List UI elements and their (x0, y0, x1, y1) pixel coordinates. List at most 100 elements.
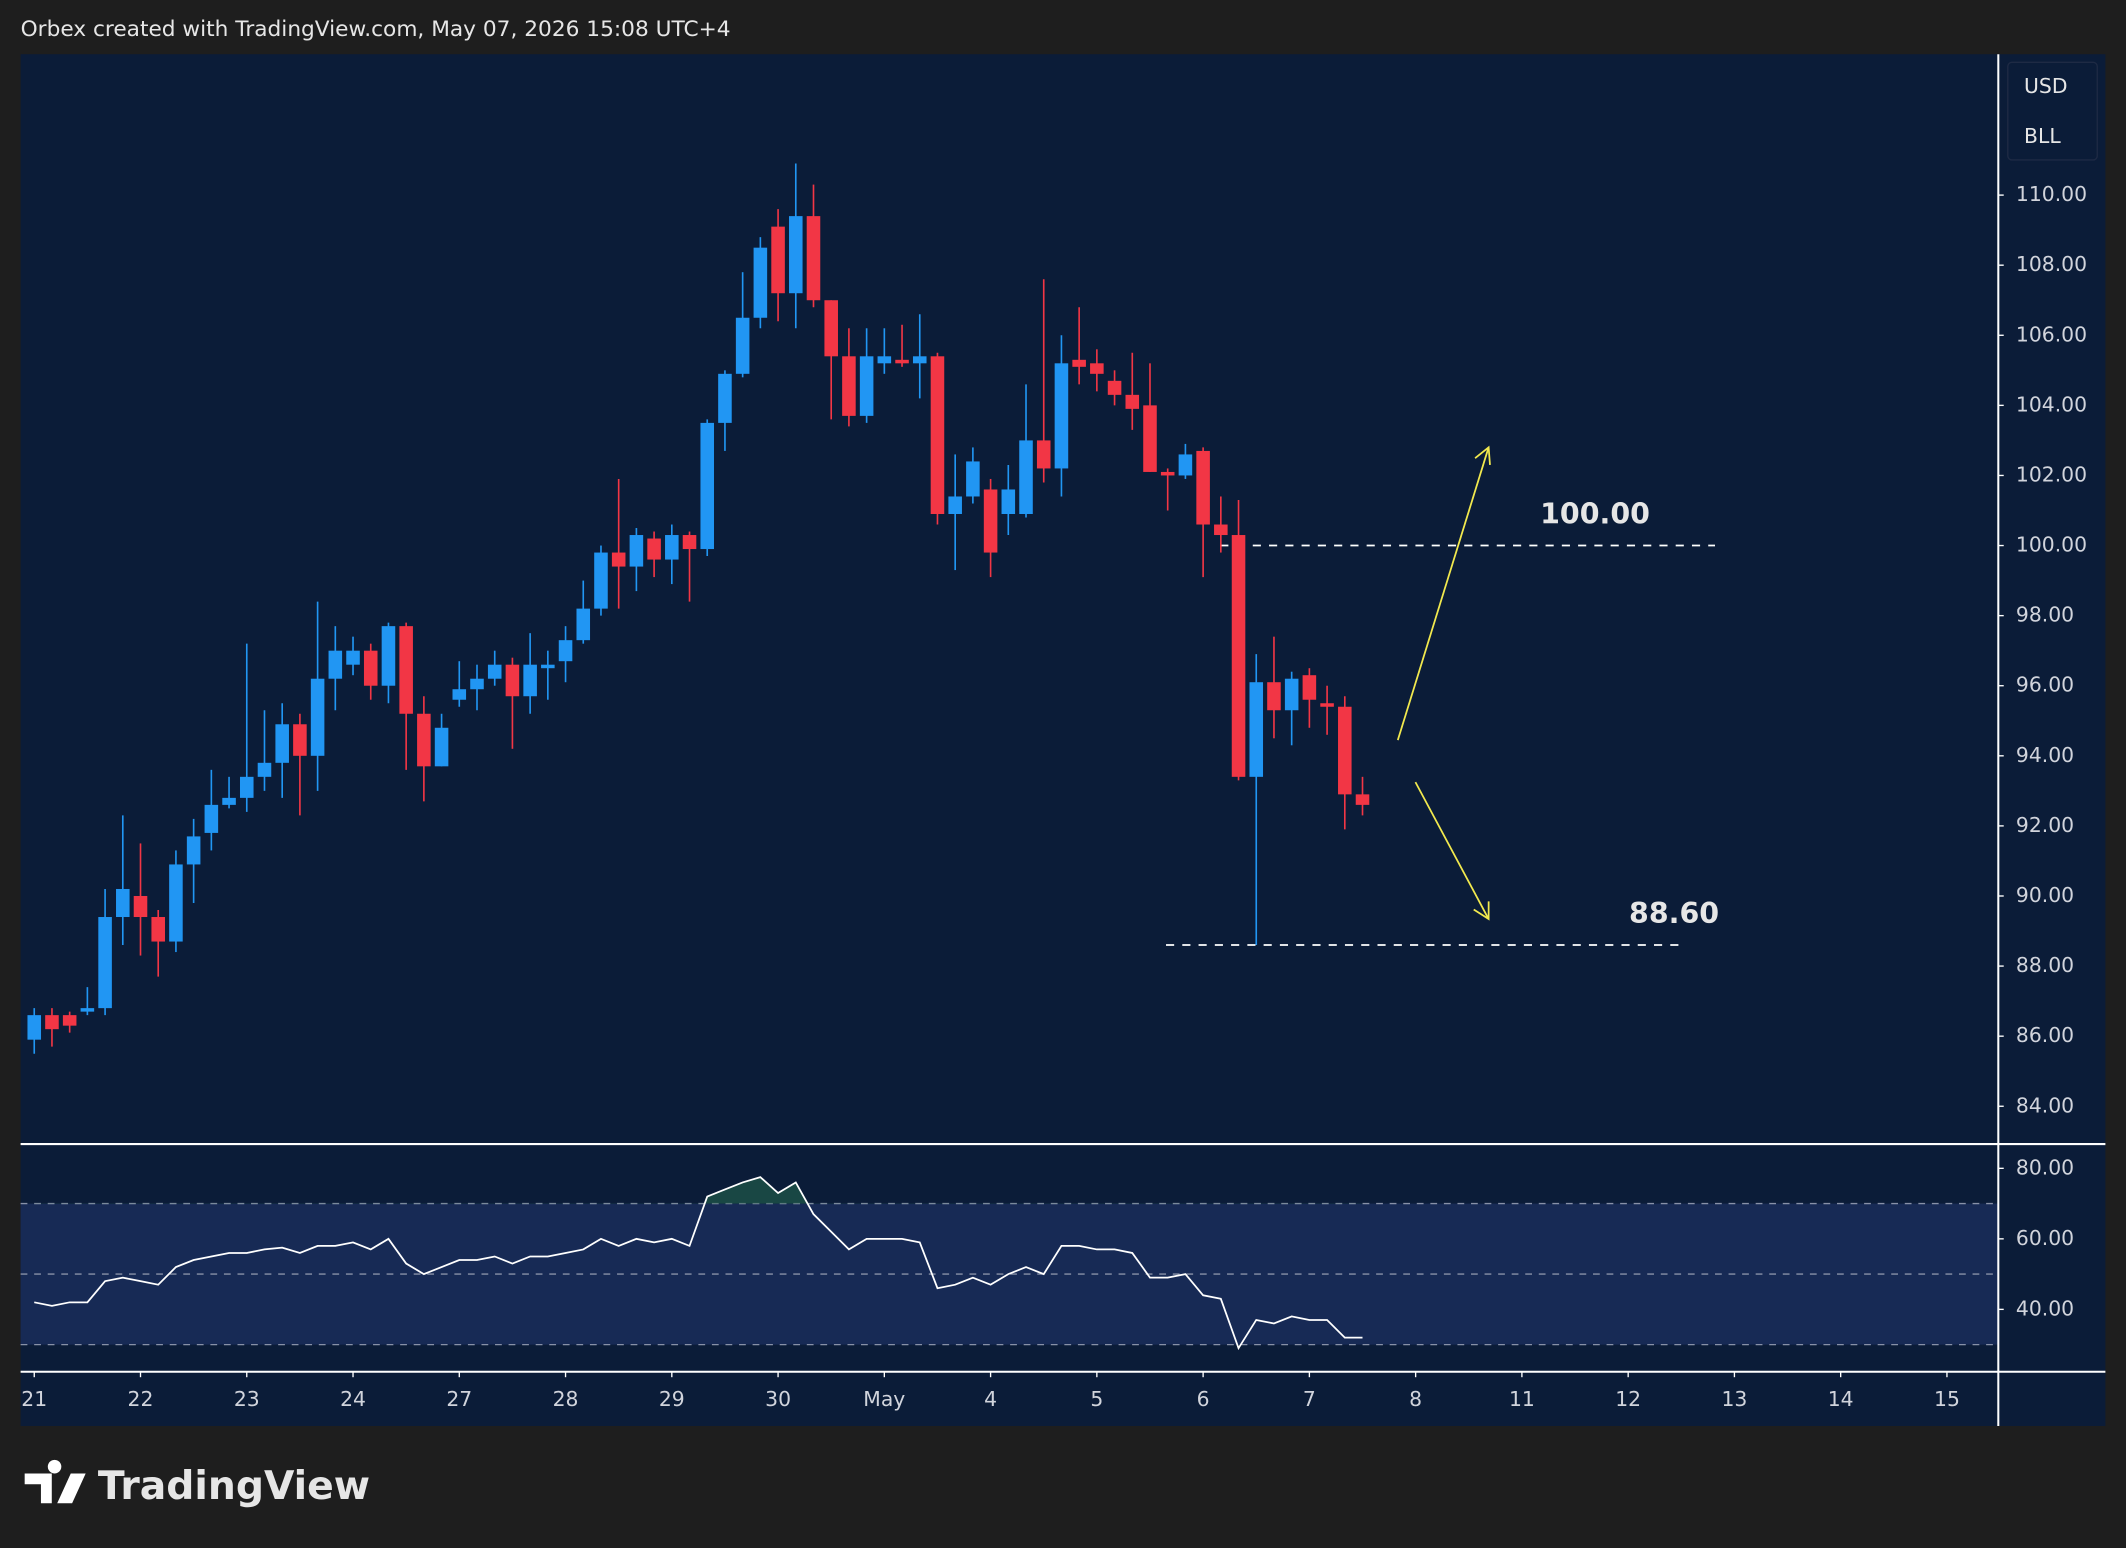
candle-body (930, 356, 945, 515)
candle-body (1338, 706, 1352, 795)
candle-body (1072, 359, 1086, 367)
unit: BLL (2024, 124, 2061, 148)
candle-body (98, 917, 112, 1009)
candle-body (895, 359, 909, 364)
x-tick-label: 12 (1615, 1387, 1641, 1411)
candle-body (1320, 703, 1334, 707)
candle-body (470, 678, 484, 690)
candle-body (700, 422, 715, 550)
candle-body (1125, 394, 1140, 409)
candle-body (80, 1008, 95, 1012)
x-tick-label: 7 (1303, 1387, 1316, 1411)
y-tick-label: 98.00 (2016, 603, 2074, 627)
candle-body (877, 356, 892, 364)
candle-body (1036, 440, 1051, 469)
candle-body (381, 626, 396, 686)
candle-body (1178, 454, 1193, 476)
x-tick-label: 13 (1721, 1387, 1747, 1411)
level-label: 88.60 (1629, 897, 1719, 930)
candle-body (27, 1015, 42, 1040)
level-label: 100.00 (1540, 498, 1650, 531)
candle-body (682, 535, 697, 550)
candle-body (789, 216, 803, 294)
x-tick-label: 14 (1828, 1387, 1854, 1411)
candle-body (1355, 794, 1370, 805)
currency: USD (2024, 74, 2067, 98)
candle-body (310, 678, 325, 756)
x-tick-label: 6 (1197, 1387, 1210, 1411)
header: Orbex created with TradingView.com, May … (21, 17, 731, 42)
candle-body (487, 664, 502, 679)
x-tick-label: 28 (553, 1387, 579, 1411)
candle-body (629, 535, 644, 567)
x-tick-label: 23 (234, 1387, 260, 1411)
x-tick-label: 11 (1509, 1387, 1535, 1411)
candle-body (966, 461, 980, 497)
y-tick-label: 40.00 (2016, 1296, 2074, 1320)
candle-body (1160, 471, 1175, 476)
y-tick-label: 90.00 (2016, 883, 2074, 907)
candle-body (257, 762, 272, 777)
y-tick-label: 84.00 (2016, 1093, 2074, 1117)
y-tick-label: 80.00 (2016, 1155, 2074, 1179)
candle-body (824, 300, 838, 357)
x-tick-label: 22 (128, 1387, 154, 1411)
x-tick-label: 21 (21, 1387, 47, 1411)
candle-body (859, 356, 874, 416)
candle-body (912, 356, 927, 364)
chart-area (20, 54, 2106, 1427)
candle-body (1284, 678, 1299, 711)
candle-body (753, 247, 768, 318)
candle-body (948, 496, 962, 515)
x-tick-label: May (863, 1387, 905, 1411)
candle-body (222, 797, 236, 805)
candle-body (558, 640, 573, 662)
candle-body (116, 888, 130, 918)
candle-body (151, 917, 165, 942)
y-tick-label: 96.00 (2016, 673, 2074, 697)
candle-body (523, 664, 537, 697)
x-tick-label: 15 (1934, 1387, 1960, 1411)
candle-body (204, 804, 219, 833)
arrow-up-head (1474, 445, 1491, 466)
candle-body (842, 356, 856, 416)
candle-body (434, 727, 449, 767)
candle-body (1019, 440, 1033, 515)
candle-body (771, 226, 785, 294)
candle-body (576, 608, 591, 641)
y-tick-label: 108.00 (2016, 252, 2087, 276)
candle-body (983, 489, 998, 553)
candle-body (647, 538, 661, 560)
candle-body (665, 535, 679, 560)
y-tick-label: 88.00 (2016, 953, 2074, 977)
candle-body (1214, 524, 1228, 536)
y-tick-label: 106.00 (2016, 322, 2087, 346)
y-tick-label: 104.00 (2016, 392, 2087, 416)
y-tick-label: 60.00 (2016, 1226, 2074, 1250)
candle-body (1302, 675, 1317, 700)
candle-body (1001, 489, 1016, 515)
logo-icon (24, 1459, 86, 1504)
candle-body (45, 1015, 59, 1030)
candle-body (541, 664, 555, 669)
x-tick-label: 27 (446, 1387, 472, 1411)
candle-body (1231, 535, 1246, 777)
arrow-down-head (1473, 901, 1490, 921)
x-tick-label: 5 (1090, 1387, 1103, 1411)
unit-box (2007, 61, 2098, 161)
x-tick-label: 24 (340, 1387, 366, 1411)
candle-body (594, 552, 608, 609)
candle-body (735, 317, 750, 374)
candle-body (417, 713, 431, 767)
candle-body (399, 626, 413, 714)
rsi-line (34, 1176, 1363, 1351)
y-tick-label: 94.00 (2016, 743, 2074, 767)
candle-body (1249, 682, 1264, 777)
candles (27, 163, 1370, 1054)
x-tick-label: 30 (765, 1387, 791, 1411)
candle-body (452, 689, 467, 700)
candle-body (328, 650, 343, 679)
candle-body (806, 216, 821, 301)
candle-body (239, 776, 254, 798)
